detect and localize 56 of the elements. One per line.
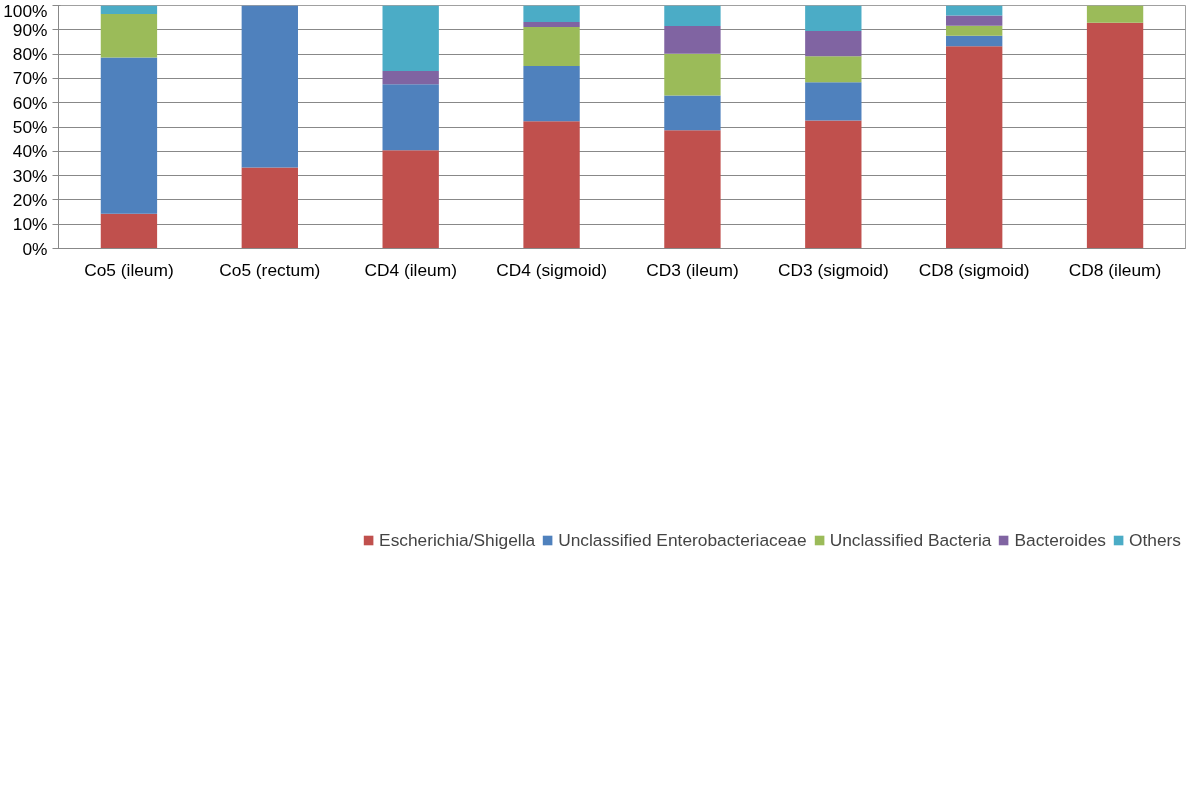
bar [805, 31, 862, 57]
y-tick-label: 20% [12, 189, 48, 210]
bar [100, 5, 158, 15]
y-tick-label: 70% [12, 68, 48, 89]
y-tick-label: 60% [12, 92, 48, 113]
bar [100, 14, 158, 58]
legend-label: Others [1128, 529, 1181, 551]
x-tick-label: CD4 (ileum) [364, 259, 457, 280]
bar [664, 53, 721, 96]
bar [946, 5, 1003, 16]
bar [946, 15, 1003, 26]
bar [523, 22, 580, 27]
bar [241, 5, 298, 168]
x-tick-label: CD8 (sigmoid) [918, 259, 1030, 280]
x-tick-label: Co5 (ileum) [84, 259, 174, 280]
bar [805, 5, 862, 32]
bar [382, 71, 439, 85]
bar [664, 25, 721, 54]
bar [241, 167, 298, 249]
bar [805, 120, 862, 249]
bar [382, 150, 439, 249]
bar [1086, 22, 1144, 249]
bar [1086, 5, 1144, 23]
y-tick-label: 30% [12, 165, 48, 186]
y-tick-label: 80% [12, 44, 48, 65]
bar [946, 25, 1003, 36]
bar [664, 130, 721, 249]
bar [664, 95, 721, 131]
y-tick-label: 40% [12, 141, 48, 162]
bar [100, 57, 158, 214]
bar [382, 5, 439, 72]
bar [805, 82, 862, 121]
legend-label: Escherichia/Shigella [379, 529, 536, 551]
y-tick-label: 0% [22, 238, 48, 259]
bar [664, 5, 721, 26]
bar [523, 5, 580, 23]
x-tick-label: CD3 (ileum) [646, 259, 739, 280]
y-tick-label: 50% [12, 117, 48, 137]
bar [523, 121, 580, 249]
x-tick-label: CD8 (ileum) [1068, 259, 1162, 280]
y-tick-label: 10% [12, 214, 48, 235]
bar [523, 26, 580, 67]
legend-label: Unclassified Enterobacteriaceae [558, 529, 807, 551]
bar [382, 84, 439, 151]
bar [100, 213, 158, 249]
x-tick-label: CD3 (sigmoid) [777, 259, 889, 280]
bar [946, 35, 1003, 47]
y-tick-label: 90% [12, 19, 48, 40]
bar [805, 56, 862, 83]
bar [523, 66, 580, 122]
x-tick-label: CD4 (sigmoid) [496, 259, 607, 280]
bar [946, 46, 1003, 249]
legend-label: Unclassified Bacteria [829, 529, 992, 551]
x-tick-label: Co5 (rectum) [219, 259, 321, 280]
legend-label: Bacteroides [1014, 529, 1106, 551]
y-tick-label: 100% [3, 0, 48, 21]
